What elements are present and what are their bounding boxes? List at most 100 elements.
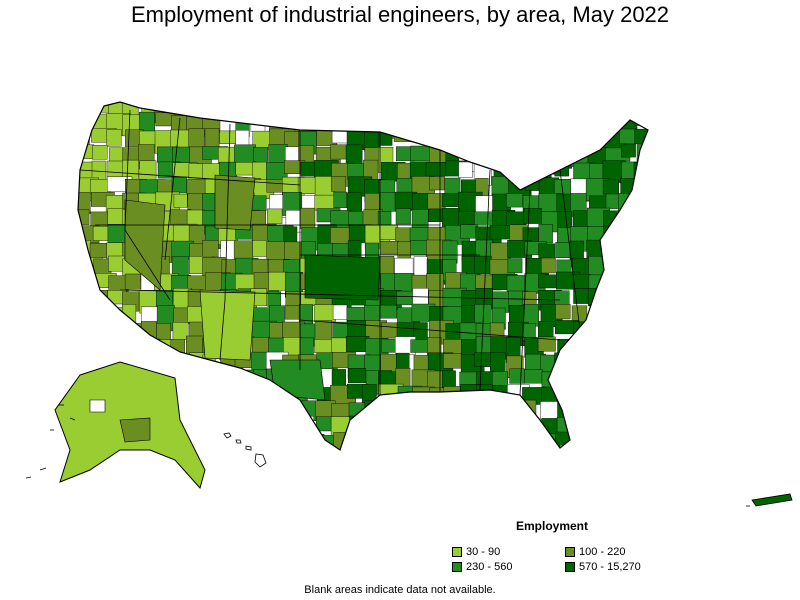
area-cell: [621, 371, 642, 387]
area-cell: [618, 193, 636, 215]
area-cell: [378, 256, 395, 276]
area-cell: [91, 336, 115, 353]
area-cell: [379, 432, 394, 447]
area-cell: [234, 449, 253, 450]
area-cell: [620, 291, 645, 316]
area-cell: [637, 102, 648, 119]
area-cell: [587, 371, 609, 394]
area-cell: [573, 321, 588, 339]
area-cell: [267, 208, 283, 224]
area-cell: [394, 402, 412, 423]
area-cell: [602, 418, 621, 441]
footnote: Blank areas indicate data not available.: [304, 584, 496, 596]
area-region: [124, 199, 166, 291]
area-cell: [475, 239, 493, 257]
area-cell: [635, 307, 648, 329]
area-cell: [140, 338, 161, 355]
area-cell: [396, 352, 410, 369]
area-cell: [394, 417, 413, 443]
area-cell: [428, 449, 444, 450]
map-title: Employment of industrial engineers, by a…: [130, 2, 670, 27]
area-cell: [603, 336, 626, 357]
area-cell: [173, 193, 188, 208]
legend-label: 570 - 15,270: [579, 561, 641, 573]
area-cell: [571, 130, 595, 152]
area-cell: [541, 160, 556, 175]
area-cell: [205, 370, 222, 393]
area-cell: [218, 102, 244, 118]
area-cell: [155, 354, 176, 371]
legend-swatch: [452, 547, 462, 557]
area-cell: [476, 384, 493, 403]
area-cell: [636, 257, 648, 274]
area-cell: [89, 242, 109, 258]
area-cell: [476, 419, 502, 436]
area-cell: [618, 386, 637, 400]
area-cell: [331, 175, 346, 192]
area-cell: [537, 336, 556, 352]
area-cell: [587, 352, 609, 375]
area-cell: [427, 115, 442, 131]
area-cell: [411, 402, 430, 420]
area-cell: [347, 240, 362, 259]
area-cell: [603, 256, 625, 283]
area-cell: [394, 113, 415, 134]
area-cell: [109, 323, 127, 345]
area-cell: [413, 417, 435, 441]
area-cell: [571, 353, 598, 368]
area-cell: [428, 434, 445, 450]
legend-item-100-220: 100 - 220: [565, 546, 625, 558]
area-cell: [379, 240, 399, 255]
area-cell: [78, 304, 99, 322]
area-cell: [139, 111, 155, 132]
area-cell: [251, 434, 270, 450]
area-cell: [317, 102, 343, 124]
area-cell: [347, 320, 367, 337]
area-cell: [605, 368, 631, 390]
area-cell: [620, 435, 641, 450]
area-cell: [315, 435, 336, 450]
area-cell: [234, 369, 256, 394]
area-cell: [428, 208, 445, 222]
area-cell: [460, 433, 484, 449]
area-cell: [348, 435, 369, 450]
area-cell: [425, 417, 440, 440]
area-cell: [603, 289, 620, 309]
area-cell: [619, 102, 645, 118]
area-cell: [317, 448, 338, 450]
area-cell: [553, 368, 578, 392]
area-cell: [525, 145, 550, 166]
area-cell: [605, 402, 631, 421]
area-cell: [586, 322, 608, 346]
area-cell: [539, 131, 553, 149]
area-cell: [620, 449, 646, 450]
area-cell: [188, 386, 204, 408]
state-borders: [79, 109, 581, 396]
area-cell: [459, 416, 473, 438]
area-cell: [541, 371, 565, 388]
area-cell: [523, 131, 542, 148]
area-cell: [619, 322, 638, 343]
area-cell: [285, 146, 301, 162]
area-cell: [187, 368, 210, 382]
area-cell: [443, 353, 463, 369]
area-cell: [539, 146, 555, 171]
area-cell: [621, 337, 636, 356]
area-cell: [444, 452, 468, 473]
legend-swatch: [565, 547, 575, 557]
area-cell: [461, 130, 487, 148]
area-cell: [539, 447, 557, 450]
legend-title: Employment: [516, 519, 589, 533]
area-cell: [202, 435, 226, 450]
area-cell: [379, 224, 398, 240]
area-cell: [509, 160, 534, 181]
area-cell: [588, 432, 605, 450]
area-cell: [589, 336, 607, 355]
area-cell: [202, 384, 218, 402]
area-cell: [491, 112, 512, 127]
area-cell: [218, 386, 238, 403]
area-cell: [300, 207, 316, 229]
area-cell: [189, 418, 205, 443]
area-cell: [298, 304, 314, 325]
